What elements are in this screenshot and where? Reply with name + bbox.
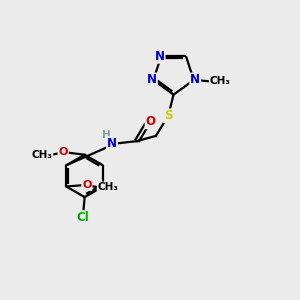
Text: N: N [107,137,117,150]
Text: O: O [58,147,68,158]
Text: Cl: Cl [77,211,89,224]
Text: O: O [146,115,156,128]
Text: O: O [82,180,92,190]
Text: CH₃: CH₃ [210,76,231,86]
Text: CH₃: CH₃ [32,150,52,160]
Text: N: N [190,74,200,86]
Text: N: N [154,50,165,63]
Text: CH₃: CH₃ [98,182,118,192]
Text: H: H [102,130,111,140]
Text: S: S [164,109,172,122]
Text: N: N [147,74,157,86]
